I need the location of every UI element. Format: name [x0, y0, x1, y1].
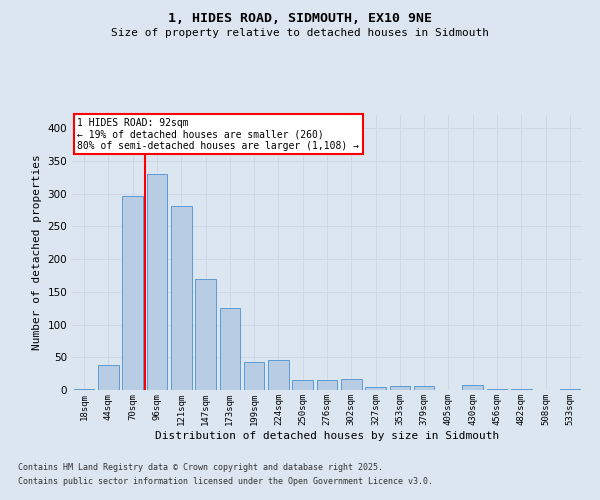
Bar	[317, 380, 337, 390]
Bar	[487, 388, 508, 390]
Bar	[171, 206, 191, 390]
Bar	[220, 308, 240, 390]
Text: Size of property relative to detached houses in Sidmouth: Size of property relative to detached ho…	[111, 28, 489, 38]
Text: 1 HIDES ROAD: 92sqm
← 19% of detached houses are smaller (260)
80% of semi-detac: 1 HIDES ROAD: 92sqm ← 19% of detached ho…	[77, 118, 359, 151]
Text: Contains HM Land Registry data © Crown copyright and database right 2025.: Contains HM Land Registry data © Crown c…	[18, 464, 383, 472]
Bar	[122, 196, 143, 390]
Bar	[341, 379, 362, 390]
Bar	[74, 388, 94, 390]
Bar	[146, 174, 167, 390]
Bar	[414, 386, 434, 390]
Bar	[268, 360, 289, 390]
Bar	[244, 362, 265, 390]
Bar	[98, 365, 119, 390]
Bar	[365, 386, 386, 390]
Bar	[195, 278, 216, 390]
Text: Contains public sector information licensed under the Open Government Licence v3: Contains public sector information licen…	[18, 477, 433, 486]
Bar	[463, 386, 483, 390]
X-axis label: Distribution of detached houses by size in Sidmouth: Distribution of detached houses by size …	[155, 430, 499, 440]
Y-axis label: Number of detached properties: Number of detached properties	[32, 154, 42, 350]
Bar	[292, 380, 313, 390]
Bar	[389, 386, 410, 390]
Text: 1, HIDES ROAD, SIDMOUTH, EX10 9NE: 1, HIDES ROAD, SIDMOUTH, EX10 9NE	[168, 12, 432, 26]
